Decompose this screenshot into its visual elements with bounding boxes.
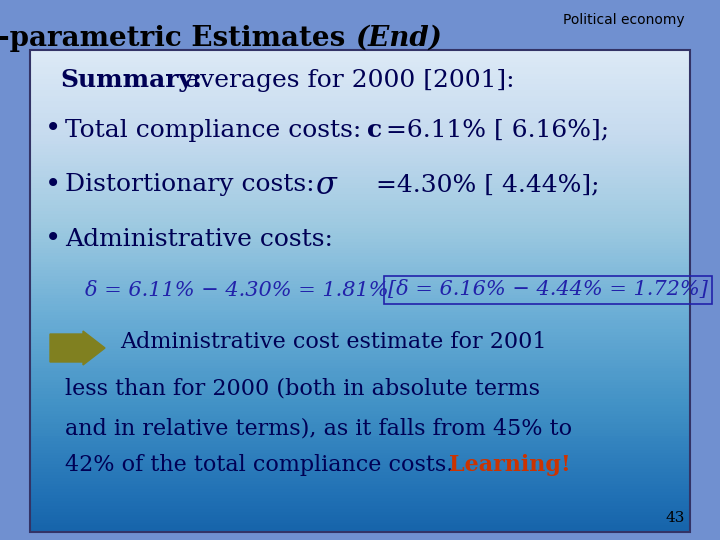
Text: [δ = 6.16% − 4.44% = 1.72%]: [δ = 6.16% − 4.44% = 1.72%]: [388, 280, 708, 300]
Text: (End): (End): [355, 24, 442, 51]
Text: δ = 6.11% − 4.30% = 1.81%: δ = 6.11% − 4.30% = 1.81%: [85, 280, 389, 300]
Text: Non-parametric Estimates: Non-parametric Estimates: [0, 24, 355, 51]
Text: Learning!: Learning!: [449, 454, 571, 476]
Text: •: •: [45, 117, 61, 144]
Text: •: •: [45, 172, 61, 199]
Text: Total compliance costs:: Total compliance costs:: [65, 118, 369, 141]
Text: averages for 2000 [2001]:: averages for 2000 [2001]:: [177, 69, 515, 91]
FancyArrow shape: [50, 331, 105, 365]
Text: 43: 43: [665, 511, 685, 525]
Bar: [30, 50, 690, 532]
Text: 42% of the total compliance costs.: 42% of the total compliance costs.: [65, 454, 461, 476]
Text: Distortionary costs:: Distortionary costs:: [65, 173, 338, 197]
Text: Administrative costs:: Administrative costs:: [65, 228, 333, 252]
Text: Political economy: Political economy: [563, 13, 685, 27]
Text: σ: σ: [315, 170, 336, 200]
Text: Summary:: Summary:: [60, 68, 202, 92]
Text: Administrative cost estimate for 2001: Administrative cost estimate for 2001: [120, 331, 546, 353]
Text: =6.11% [ 6.16%];: =6.11% [ 6.16%];: [378, 118, 609, 141]
Text: c: c: [367, 118, 382, 142]
Text: less than for 2000 (both in absolute terms: less than for 2000 (both in absolute ter…: [65, 377, 540, 399]
Text: =4.30% [ 4.44%];: =4.30% [ 4.44%];: [352, 173, 600, 197]
Text: •: •: [45, 226, 61, 253]
Text: and in relative terms), as it falls from 45% to: and in relative terms), as it falls from…: [65, 417, 572, 439]
